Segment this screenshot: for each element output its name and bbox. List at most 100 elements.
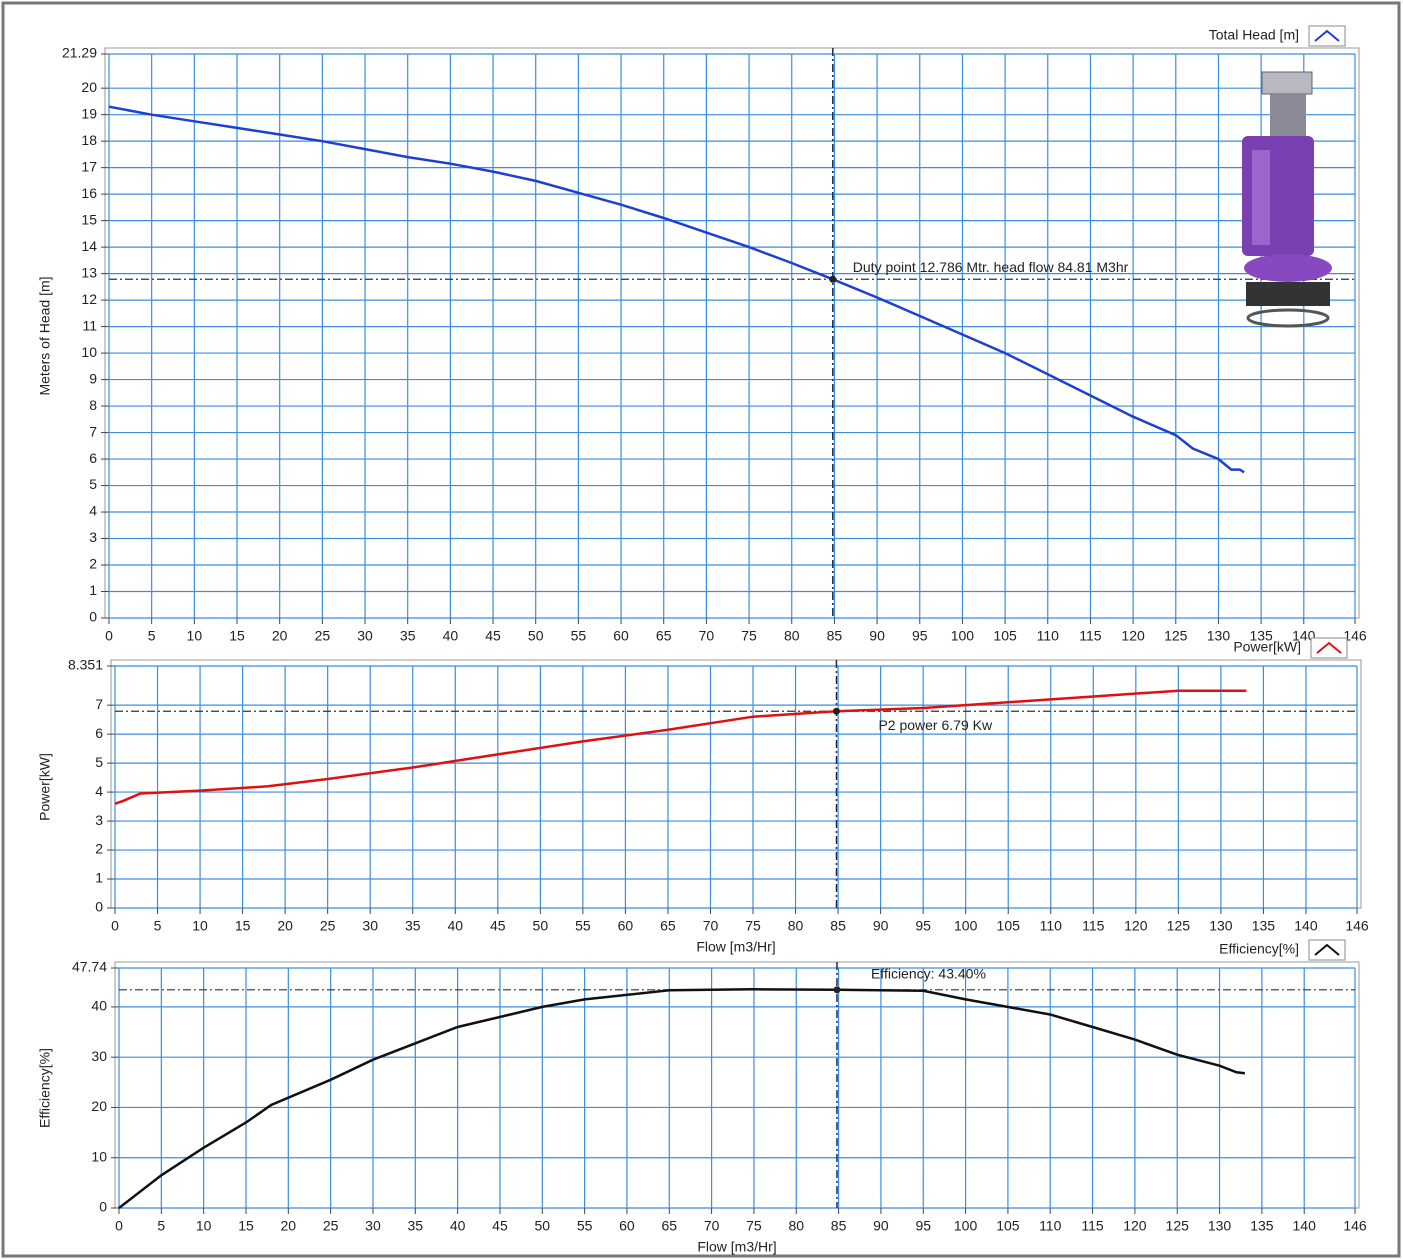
x-tick-label: 146: [1343, 1218, 1367, 1234]
duty-point: [829, 275, 837, 283]
x-tick-label: 0: [111, 918, 119, 934]
y-tick-label: 20: [91, 1098, 107, 1114]
y-tick-label: 40: [91, 998, 107, 1014]
x-tick-label: 0: [115, 1218, 123, 1234]
x-tick-label: 50: [533, 918, 549, 934]
x-tick-label: 5: [154, 918, 162, 934]
legend-icon: [1316, 641, 1342, 654]
pump-strainer: [1246, 308, 1330, 328]
x-tick-label: 60: [618, 918, 634, 934]
x-tick-label: 0: [105, 628, 113, 644]
x-tick-label: 25: [320, 918, 336, 934]
x-tick-label: 95: [915, 1218, 931, 1234]
plot-area: [110, 659, 1362, 909]
x-tick-label: 25: [323, 1218, 339, 1234]
y-tick-label: 6: [95, 725, 103, 741]
x-tick-label: 45: [485, 628, 501, 644]
x-tick-label: 75: [746, 1218, 762, 1234]
series-line: [108, 105, 1245, 474]
x-tick-label: 30: [357, 628, 373, 644]
y-tick-label: 9: [89, 370, 97, 386]
x-tick-label: 115: [1079, 628, 1102, 644]
series-line: [118, 988, 1246, 1209]
y-tick-label: 21.29: [62, 45, 97, 61]
x-tick-label: 70: [704, 1218, 720, 1234]
y-axis-label: Power[kW]: [37, 753, 53, 821]
x-tick-label: 105: [996, 1218, 1020, 1234]
x-tick-label: 55: [571, 628, 587, 644]
y-tick-label: 30: [91, 1048, 107, 1064]
y-tick-label: 15: [81, 211, 97, 227]
x-tick-label: 100: [951, 628, 975, 644]
pump-image: [1242, 71, 1332, 328]
x-tick-label: 50: [534, 1218, 550, 1234]
y-tick-label: 1: [95, 870, 103, 886]
legend-swatch: [1308, 25, 1346, 47]
x-tick-label: 65: [656, 628, 672, 644]
y-tick-label: 1: [89, 582, 97, 598]
x-tick-label: 105: [993, 628, 1017, 644]
x-tick-label: 30: [365, 1218, 381, 1234]
x-tick-label: 125: [1166, 1218, 1190, 1234]
x-tick-label: 10: [192, 918, 208, 934]
y-tick-label: 19: [81, 105, 97, 121]
x-tick-label: 70: [699, 628, 715, 644]
y-tick-label: 13: [81, 264, 97, 280]
y-tick-label: 5: [95, 754, 103, 770]
pump-volute: [1244, 254, 1332, 282]
x-tick-label: 5: [148, 628, 156, 644]
x-tick-label: 75: [741, 628, 757, 644]
x-tick-label: 135: [1250, 1218, 1274, 1234]
x-tick-label: 135: [1249, 628, 1273, 644]
x-tick-label: 130: [1207, 628, 1231, 644]
x-tick-label: 120: [1123, 1218, 1147, 1234]
x-tick-label: 115: [1082, 918, 1105, 934]
x-tick-label: 60: [619, 1218, 635, 1234]
y-tick-label: 8: [89, 397, 97, 413]
plot-area: [114, 961, 1360, 1209]
x-tick-label: 90: [869, 628, 885, 644]
x-tick-label: 45: [490, 918, 506, 934]
duty-point: [832, 707, 840, 715]
x-tick-label: 110: [1040, 918, 1063, 934]
x-tick-label: 120: [1124, 918, 1148, 934]
x-tick-label: 65: [660, 918, 676, 934]
x-axis-label: Flow [m3/Hr]: [696, 939, 775, 955]
y-tick-label: 47.74: [72, 959, 107, 975]
y-tick-label: 4: [89, 503, 97, 519]
x-tick-label: 110: [1039, 1218, 1062, 1234]
x-tick-label: 75: [745, 918, 761, 934]
y-tick-label: 2: [89, 556, 97, 572]
x-tick-label: 10: [187, 628, 203, 644]
x-tick-label: 15: [229, 628, 245, 644]
x-tick-label: 45: [492, 1218, 508, 1234]
x-tick-label: 115: [1081, 1218, 1104, 1234]
x-tick-label: 70: [703, 918, 719, 934]
x-tick-label: 85: [827, 628, 843, 644]
x-tick-label: 25: [315, 628, 331, 644]
x-tick-label: 105: [997, 918, 1021, 934]
y-tick-label: 14: [81, 238, 97, 254]
series-line: [114, 689, 1247, 805]
x-tick-label: 55: [577, 1218, 593, 1234]
x-tick-label: 5: [157, 1218, 165, 1234]
x-tick-label: 120: [1121, 628, 1145, 644]
x-tick-label: 140: [1294, 918, 1318, 934]
y-tick-label: 4: [95, 783, 103, 799]
annotation: Duty point 12.786 Mtr. head flow 84.81 M…: [853, 259, 1129, 275]
x-tick-label: 146: [1343, 628, 1367, 644]
x-tick-label: 80: [784, 628, 800, 644]
x-tick-label: 35: [408, 1218, 424, 1234]
annotation: P2 power 6.79 Kw: [878, 717, 993, 733]
x-tick-label: 60: [613, 628, 629, 644]
y-tick-label: 12: [81, 291, 97, 307]
y-tick-label: 8.351: [68, 657, 103, 673]
x-tick-label: 35: [400, 628, 416, 644]
legend-label: Power[kW]: [1233, 639, 1301, 655]
y-tick-label: 18: [81, 132, 97, 148]
y-tick-label: 20: [81, 79, 97, 95]
y-tick-label: 2: [95, 841, 103, 857]
x-tick-label: 40: [443, 628, 459, 644]
